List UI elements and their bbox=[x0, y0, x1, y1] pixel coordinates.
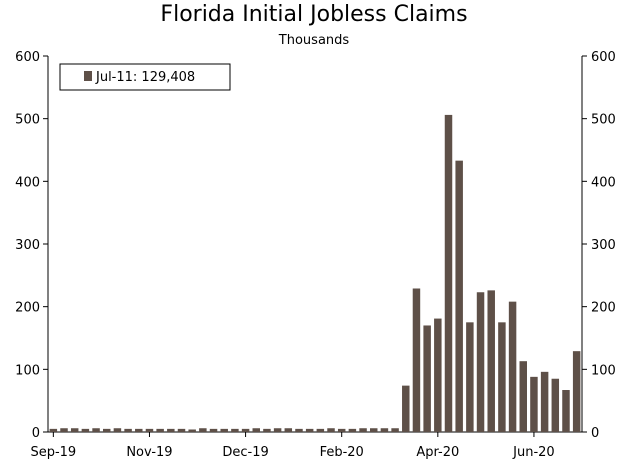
y-tick-label-right: 400 bbox=[591, 175, 616, 190]
x-tick-label: Sep-19 bbox=[30, 445, 76, 460]
y-tick-label-right: 500 bbox=[591, 113, 616, 128]
bar bbox=[113, 428, 122, 432]
chart-title: Florida Initial Jobless Claims bbox=[160, 2, 468, 27]
bar bbox=[348, 428, 357, 432]
bar bbox=[316, 428, 325, 432]
bar bbox=[359, 428, 367, 432]
bar bbox=[220, 428, 228, 432]
bar bbox=[124, 428, 132, 432]
bar bbox=[337, 428, 346, 432]
bar bbox=[209, 428, 218, 432]
y-tick-label-right: 0 bbox=[591, 426, 599, 441]
bar bbox=[434, 318, 442, 432]
bar bbox=[498, 322, 506, 432]
bar bbox=[81, 428, 90, 432]
bar bbox=[402, 385, 410, 432]
x-tick-label: Feb-20 bbox=[320, 445, 364, 460]
bar bbox=[167, 428, 175, 432]
y-axis-left: 0 100 200 300 400 500 600 bbox=[15, 50, 48, 441]
bar bbox=[177, 428, 186, 432]
bar bbox=[551, 378, 560, 432]
bar bbox=[199, 428, 207, 432]
y-tick-label-right: 100 bbox=[591, 363, 616, 378]
bar bbox=[103, 428, 111, 432]
bars bbox=[49, 114, 581, 432]
x-tick-label: Nov-19 bbox=[126, 445, 172, 460]
bar bbox=[241, 428, 250, 432]
bar bbox=[70, 428, 79, 432]
bar bbox=[423, 325, 431, 432]
bar bbox=[327, 428, 335, 432]
bar bbox=[519, 361, 527, 432]
bar bbox=[263, 428, 271, 432]
bar bbox=[49, 428, 58, 432]
bar bbox=[455, 160, 463, 432]
x-tick-label: Apr-20 bbox=[416, 445, 459, 460]
x-tick-label: Dec-19 bbox=[222, 445, 268, 460]
bar bbox=[508, 301, 517, 432]
bar bbox=[60, 428, 68, 432]
bar bbox=[444, 114, 453, 432]
bar bbox=[295, 428, 303, 432]
y-tick-label-left: 100 bbox=[15, 363, 40, 378]
y-tick-label-left: 400 bbox=[15, 175, 40, 190]
bar bbox=[476, 292, 485, 432]
bar bbox=[562, 390, 570, 432]
bar bbox=[487, 290, 495, 432]
bar bbox=[572, 351, 581, 432]
bar bbox=[135, 428, 143, 432]
chart-subtitle: Thousands bbox=[278, 33, 350, 48]
bar bbox=[530, 376, 538, 432]
y-tick-label-left: 500 bbox=[15, 113, 40, 128]
bar bbox=[273, 428, 282, 432]
bar bbox=[391, 428, 399, 432]
x-tick-label: Jun-20 bbox=[512, 445, 555, 460]
y-tick-label-right: 200 bbox=[591, 301, 616, 316]
y-tick-label-right: 600 bbox=[591, 50, 616, 65]
bar bbox=[284, 428, 293, 432]
bar bbox=[380, 428, 389, 432]
bar bbox=[466, 322, 474, 432]
y-tick-label-left: 300 bbox=[15, 238, 40, 253]
y-tick-label-left: 600 bbox=[15, 50, 40, 65]
bar bbox=[145, 428, 154, 432]
y-tick-label-right: 300 bbox=[591, 238, 616, 253]
bar bbox=[252, 428, 260, 432]
bar bbox=[412, 288, 421, 432]
legend-label: Jul-11: 129,408 bbox=[95, 70, 195, 85]
y-tick-label-left: 0 bbox=[32, 426, 40, 441]
bar bbox=[156, 428, 164, 432]
bar bbox=[92, 428, 100, 432]
bar bbox=[188, 429, 196, 432]
y-tick-label-left: 200 bbox=[15, 301, 40, 316]
bar bbox=[231, 428, 239, 432]
legend-swatch bbox=[84, 71, 92, 81]
bar bbox=[305, 428, 314, 432]
bar bbox=[540, 371, 549, 432]
x-axis: Sep-19 Nov-19 Dec-19 Feb-20 Apr-20 Jun-20 bbox=[30, 432, 555, 460]
bar bbox=[370, 428, 378, 432]
legend: Jul-11: 129,408 bbox=[59, 63, 231, 91]
y-axis-right: 0 100 200 300 400 500 600 bbox=[582, 50, 616, 441]
